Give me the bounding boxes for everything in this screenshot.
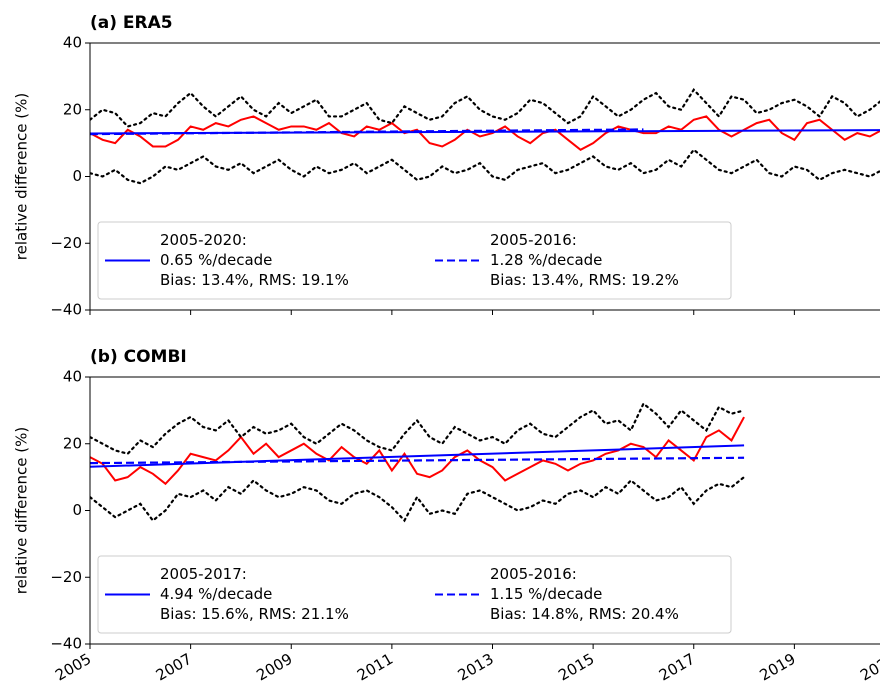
- x-tick-label: 2011: [354, 650, 396, 685]
- y-tick-label: −40: [50, 301, 82, 319]
- x-tick-label: 2009: [253, 650, 295, 685]
- data-line: [90, 476, 746, 523]
- x-tick-label: 2005: [52, 650, 94, 685]
- panel: (a) ERA5 relative difference (%) −40 −20 0 20…: [13, 13, 880, 319]
- data-line: [90, 401, 746, 455]
- data-line: [90, 129, 880, 135]
- x-tick-label: 2015: [555, 650, 597, 685]
- x-tick-label: 2021: [857, 650, 880, 685]
- axes-frame: [89, 42, 880, 311]
- plot-area: [90, 87, 880, 185]
- y-tick-label: −20: [50, 234, 82, 252]
- y-axis-label: relative difference (%): [13, 427, 31, 594]
- x-tick-label: 2013: [455, 650, 497, 685]
- chart-title: (b) COMBI: [90, 347, 187, 367]
- axes-frame: [89, 376, 880, 645]
- legend-box: [97, 555, 732, 634]
- legend-label: Bias: 14.8%, RMS: 20.4%: [490, 605, 679, 623]
- legend-label: 1.15 %/decade: [490, 585, 602, 603]
- y-tick-label: 40: [63, 34, 82, 52]
- legend-label: 4.94 %/decade: [160, 585, 272, 603]
- legend-label: Bias: 13.4%, RMS: 19.2%: [490, 271, 679, 289]
- chart-title: (a) ERA5: [90, 13, 173, 33]
- legend-label: 2005-2016:: [490, 565, 577, 583]
- data-line: [90, 115, 880, 151]
- legend-label: Bias: 13.4%, RMS: 19.1%: [160, 271, 349, 289]
- data-line: [90, 456, 745, 465]
- legend-box: [97, 221, 732, 300]
- y-tick-label: 0: [72, 501, 82, 519]
- x-tick-label: 2007: [153, 650, 195, 685]
- data-line: [90, 416, 745, 486]
- legend-label: 0.65 %/decade: [160, 251, 272, 269]
- legend-label: 1.28 %/decade: [490, 251, 602, 269]
- y-axis-label: relative difference (%): [13, 93, 31, 260]
- legend-label: 2005-2020:: [160, 231, 247, 249]
- data-line: [90, 128, 644, 136]
- y-tick-label: 20: [63, 100, 82, 118]
- legend-label: 2005-2017:: [160, 565, 247, 583]
- x-tick-label: 2017: [656, 650, 698, 685]
- y-tick-label: 40: [63, 368, 82, 386]
- x-tick-label: 2019: [757, 650, 799, 685]
- legend-label: Bias: 15.6%, RMS: 21.1%: [160, 605, 349, 623]
- y-tick-label: 0: [72, 167, 82, 185]
- y-tick-label: −20: [50, 568, 82, 586]
- plot-area: [90, 401, 746, 523]
- data-line: [90, 87, 880, 128]
- y-tick-label: −40: [50, 635, 82, 653]
- legend-label: 2005-2016:: [490, 231, 577, 249]
- panel: (b) COMBI relative difference (%) −40 −20 0 2…: [13, 347, 880, 684]
- data-line: [90, 148, 880, 185]
- y-tick-label: 20: [63, 434, 82, 452]
